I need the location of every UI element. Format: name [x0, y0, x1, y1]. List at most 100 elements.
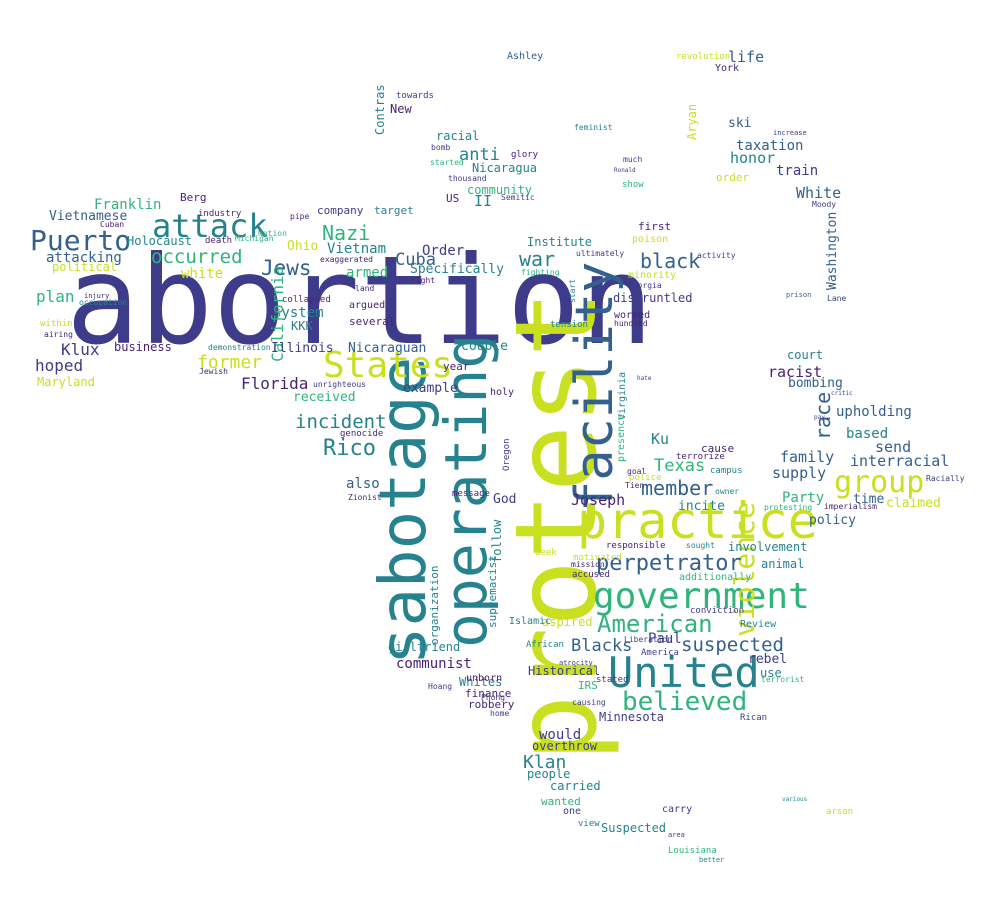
word: feminist	[574, 123, 613, 132]
word: life	[728, 48, 764, 66]
word: glory	[511, 150, 539, 160]
word: imperialism	[824, 502, 877, 511]
word: Jewish	[199, 367, 228, 376]
word: interracial	[850, 452, 949, 470]
word: IRS	[578, 679, 598, 692]
word: abortion	[66, 230, 654, 372]
word: Semitic	[501, 193, 535, 202]
word: increase	[773, 129, 807, 137]
word: couple	[461, 339, 508, 354]
word: family	[780, 448, 834, 466]
word: supremacist	[486, 555, 499, 628]
word: Berg	[180, 191, 207, 204]
word: home	[490, 709, 509, 718]
word: community	[467, 183, 532, 197]
word: death	[205, 236, 232, 246]
word: United	[608, 648, 760, 697]
word: American	[597, 610, 713, 638]
word: black	[640, 249, 700, 273]
word: pipe	[290, 212, 309, 221]
word: attack	[152, 207, 268, 245]
word: critic	[831, 390, 853, 397]
word: Ashley	[507, 51, 543, 62]
word: hundred	[614, 319, 648, 328]
word: arson	[826, 807, 853, 817]
word: revolution	[676, 52, 730, 62]
word: various	[782, 796, 808, 803]
word: animal	[761, 557, 804, 571]
word: Texas	[654, 456, 705, 476]
word: Suspected	[601, 821, 666, 835]
word: incite	[678, 499, 725, 514]
word: conviction	[690, 606, 744, 616]
word: prison	[786, 291, 811, 299]
word: Rican	[740, 713, 767, 723]
word: Nation	[258, 229, 287, 238]
word: land	[355, 284, 374, 293]
word: organization	[428, 566, 441, 645]
word: Nazi	[322, 221, 370, 245]
word: Maryland	[37, 375, 95, 389]
word: bomb	[431, 143, 450, 152]
word: communist	[396, 656, 472, 672]
word: view	[578, 819, 600, 829]
word: motivated	[573, 553, 622, 563]
word: unborn	[466, 673, 502, 684]
word: airing	[44, 330, 73, 339]
word: Review	[740, 619, 777, 630]
word: Klan	[523, 752, 566, 773]
word: terrorize	[676, 452, 725, 462]
word: better	[699, 856, 724, 864]
word: protest	[492, 290, 622, 762]
word: carried	[550, 779, 601, 793]
word: believed	[622, 687, 747, 717]
word: taxation	[736, 138, 803, 154]
word: argued	[349, 300, 385, 311]
word: collapsed	[282, 295, 331, 305]
word: Ku	[651, 430, 669, 448]
word: ski	[728, 116, 751, 131]
word: operating	[432, 334, 500, 648]
word: Moody	[812, 200, 836, 209]
word: wanted	[541, 795, 581, 808]
word: Cuba	[395, 250, 436, 270]
word: Islamic	[509, 616, 551, 627]
word: train	[776, 163, 818, 179]
word: rebel	[748, 652, 787, 667]
word: Michigan	[235, 234, 274, 243]
word: follow	[490, 519, 504, 563]
word: finance	[465, 687, 511, 700]
word: mission	[571, 560, 605, 569]
word: York	[715, 63, 739, 74]
word: African	[526, 640, 564, 650]
word: police	[629, 473, 662, 483]
word: Lane	[827, 294, 846, 303]
word: worked	[614, 310, 650, 321]
word: Holocaust	[127, 234, 192, 248]
word: industry	[198, 209, 242, 219]
word: towards	[396, 91, 434, 101]
word: Cuban	[100, 220, 124, 229]
word: armed	[346, 265, 388, 281]
word: cause	[701, 442, 734, 455]
word: within	[40, 319, 73, 329]
word: II	[474, 192, 492, 210]
word: Jews	[261, 256, 312, 280]
word: time	[853, 492, 884, 507]
word: start	[568, 279, 577, 303]
word: bombing	[788, 376, 843, 391]
word: Tien	[625, 481, 644, 490]
word: additionally	[679, 572, 751, 583]
word: started	[430, 158, 464, 167]
word: poison	[632, 234, 668, 245]
word: protesting	[764, 503, 812, 512]
word: system	[273, 305, 324, 321]
word: Historical	[528, 664, 600, 678]
word: message	[452, 489, 490, 499]
word: supply	[772, 464, 826, 482]
word: much	[623, 155, 642, 164]
word: Vietnamese	[49, 209, 127, 224]
word: plan	[36, 287, 75, 306]
word: received	[293, 390, 356, 405]
word: overthrow	[532, 739, 598, 753]
